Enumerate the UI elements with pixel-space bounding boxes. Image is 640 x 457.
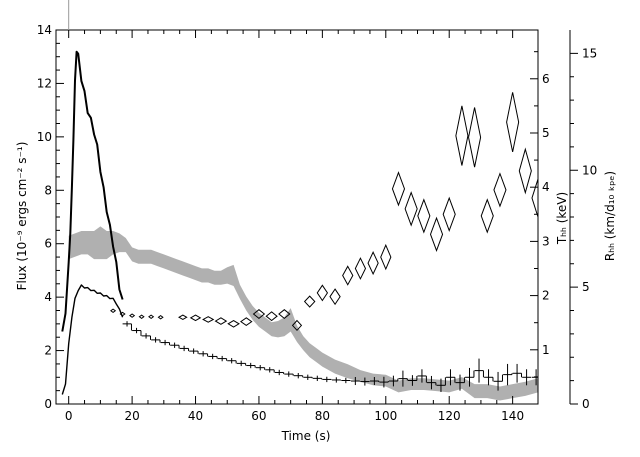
x-tick-label: 80 [315, 409, 330, 423]
temperature-point [240, 317, 253, 327]
plot-frame [55, 29, 539, 405]
y-axis-right-inner-label: Tₕₕ (keV) [555, 192, 569, 245]
y-right-inner-tick-label: 4 [542, 180, 550, 194]
temperature-point [227, 319, 240, 328]
y-left-tick-label: 12 [37, 76, 52, 90]
radius-band-layer [68, 226, 538, 401]
y-left-tick-label: 2 [44, 344, 52, 358]
y-right-outer-tick-label: 15 [582, 46, 597, 60]
temperature-point [342, 265, 354, 286]
temperature-point [291, 319, 303, 332]
temperature-point [506, 92, 520, 153]
temperature-point [252, 309, 266, 320]
radius-band [68, 226, 538, 401]
temperature-point [138, 314, 145, 319]
temperature-point [329, 288, 341, 306]
y-axis-left-label: Flux (10⁻⁹ ergs cm⁻² s⁻¹) [15, 142, 29, 291]
temperature-point [202, 316, 215, 323]
temperature-point [189, 314, 202, 322]
temperature-point [316, 284, 329, 302]
temperature-point [468, 107, 482, 168]
temperature-point [455, 105, 469, 166]
temperature-point [391, 171, 406, 207]
x-tick-label: 60 [251, 409, 266, 423]
temperature-point [442, 196, 456, 232]
temperature-point [367, 251, 379, 276]
temperature-point [404, 191, 418, 227]
x-tick-label: 120 [438, 409, 461, 423]
temperature-point [265, 311, 278, 322]
x-tick-label: 40 [188, 409, 203, 423]
temperature-point [278, 309, 291, 320]
temperature-point [429, 216, 444, 253]
temperature-point [380, 243, 392, 271]
y-left-tick-label: 10 [37, 130, 52, 144]
temperature-diamond-layer [110, 92, 538, 332]
x-axis-label: Time (s) [281, 429, 331, 443]
temperature-point [480, 198, 494, 234]
flux-curves-layer [61, 50, 538, 395]
temperature-point [157, 315, 164, 320]
x-tick-label: 0 [65, 409, 73, 423]
axes: 0 20 40 60 80 100 120 1400246810121412345605101… [37, 0, 597, 423]
temperature-point [303, 295, 316, 308]
y-left-tick-label: 0 [44, 397, 52, 411]
temperature-point [518, 147, 532, 195]
y-left-tick-label: 4 [44, 290, 52, 304]
temperature-point [110, 308, 117, 314]
y-right-outer-tick-label: 0 [582, 397, 590, 411]
temperature-point [214, 317, 228, 325]
y-right-inner-tick-label: 3 [542, 234, 550, 248]
temperature-point [178, 314, 188, 321]
temperature-point [493, 172, 507, 208]
y-left-tick-label: 8 [44, 183, 52, 197]
y-right-inner-tick-label: 5 [542, 126, 550, 140]
temperature-point [148, 314, 155, 319]
x-tick-label: 140 [501, 409, 524, 423]
y-left-tick-label: 6 [44, 237, 52, 251]
y-right-inner-tick-label: 2 [542, 289, 550, 303]
y-right-outer-tick-label: 5 [582, 280, 590, 294]
flux-lower-band-line [61, 284, 124, 395]
temperature-point [417, 198, 431, 234]
y-right-outer-tick-label: 10 [582, 163, 597, 177]
y-left-tick-label: 14 [37, 23, 52, 37]
temperature-point [354, 257, 367, 280]
temperature-point [531, 177, 538, 219]
flux-high-res-line [61, 50, 124, 332]
y-right-inner-tick-label: 1 [542, 343, 550, 357]
y-right-inner-tick-label: 6 [542, 72, 550, 86]
x-tick-label: 20 [124, 409, 139, 423]
x-tick-label: 100 [374, 409, 397, 423]
temperature-point [129, 313, 136, 318]
y-axis-right-outer-label: Rₕₕ (km/d₁₀ ₖₚₑ) [603, 171, 617, 261]
temperature-point [119, 311, 126, 317]
